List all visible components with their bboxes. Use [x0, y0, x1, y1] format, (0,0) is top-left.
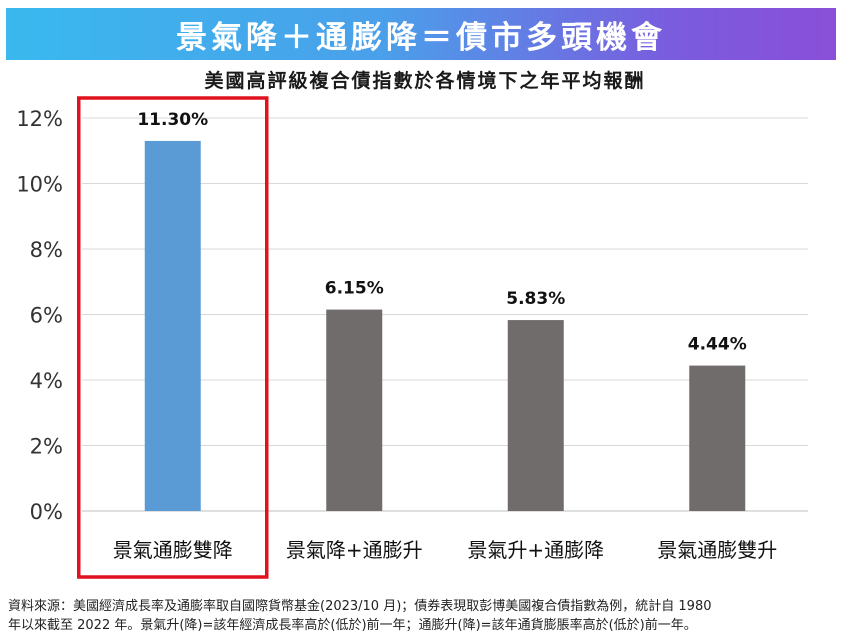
banner-title: 景氣降＋通膨降＝債市多頭機會	[176, 19, 666, 56]
footnote: 資料來源：美國經濟成長率及通膨率取自國際貨幣基金(2023/10 月)；債券表現…	[8, 597, 846, 635]
category-label: 景氣通膨雙升	[657, 538, 777, 562]
highlight-box	[77, 96, 269, 579]
y-tick-label: 12%	[16, 107, 63, 131]
category-label: 景氣升+通膨降	[467, 538, 604, 562]
bar	[326, 309, 383, 511]
y-tick-label: 2%	[30, 435, 63, 459]
data-label: 5.83%	[506, 289, 565, 309]
bar-chart: 0% 2% 4% 6% 8% 10% 12% 11.30% 景氣通膨雙降 6.15% 景氣降+通膨升…	[16, 96, 808, 579]
category-label: 景氣降+通膨升	[286, 538, 423, 562]
bar	[144, 140, 201, 512]
y-tick-label: 8%	[30, 238, 63, 262]
bar	[507, 320, 564, 511]
data-label: 11.30%	[137, 110, 208, 130]
data-label: 4.44%	[688, 335, 747, 355]
footnote-line-2: 年以來截至 2022 年。景氣升(降)=該年經濟成長率高於(低於)前一年；通膨升…	[8, 618, 697, 633]
category-label: 景氣通膨雙降	[113, 538, 233, 562]
y-tick-label: 4%	[30, 369, 63, 393]
bar	[689, 365, 746, 511]
data-label: 6.15%	[325, 279, 384, 299]
y-tick-label: 6%	[30, 304, 63, 328]
y-tick-label: 10%	[16, 173, 63, 197]
footnote-line-1: 資料來源：美國經濟成長率及通膨率取自國際貨幣基金(2023/10 月)；債券表現…	[8, 599, 712, 614]
title-banner: 景氣降＋通膨降＝債市多頭機會	[6, 8, 836, 60]
y-tick-label: 0%	[30, 500, 63, 524]
chart-title: 美國高評級複合債指數於各情境下之年平均報酬	[204, 70, 646, 92]
